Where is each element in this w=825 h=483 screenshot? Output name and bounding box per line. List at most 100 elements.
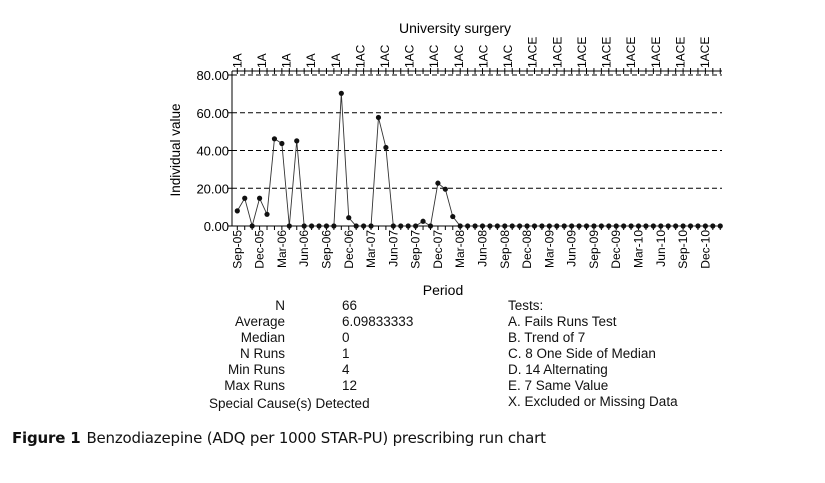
- figure-label: Figure 1: [12, 429, 81, 447]
- data-point: [256, 195, 263, 201]
- stat-value: 1: [342, 346, 350, 361]
- data-point: [487, 223, 493, 229]
- data-point: [494, 223, 500, 229]
- data-point: [323, 223, 330, 229]
- x-tick-label: Sep-06: [319, 230, 333, 269]
- stat-label: N Runs: [239, 346, 285, 361]
- figure-caption-text: Benzodiazepine (ADQ per 1000 STAR-PU) pr…: [86, 429, 546, 447]
- stat-label: N: [275, 298, 285, 313]
- data-point: [309, 223, 315, 229]
- data-point: [405, 223, 411, 229]
- data-point: [264, 211, 270, 217]
- tests-legend: Tests: A. Fails Runs Test B. Trend of 7 C. …: [508, 298, 678, 410]
- top-annotation: 1A: [280, 53, 294, 68]
- x-tick-label: Jun-10: [654, 230, 668, 267]
- top-annotation: 1AC: [427, 44, 441, 68]
- x-tick-label: Mar-07: [364, 230, 378, 268]
- stats-labels: N Average Median N Runs Min Runs Max Runs: [200, 298, 285, 394]
- data-point: [710, 223, 716, 229]
- data-point: [680, 223, 686, 229]
- data-point: [554, 223, 560, 229]
- x-tick-label: Sep-08: [498, 230, 512, 269]
- test-item: C. 8 One Side of Median: [508, 346, 656, 361]
- x-tick-label: Dec-07: [431, 230, 445, 269]
- top-annotation: 1AC: [403, 44, 417, 68]
- data-point: [531, 223, 538, 229]
- data-point: [465, 223, 471, 229]
- stat-label: Average: [234, 314, 285, 329]
- data-point: [502, 223, 508, 229]
- figure-caption: Figure 1 Benzodiazepine (ADQ per 1000 STA…: [12, 429, 546, 447]
- data-point: [539, 223, 545, 229]
- top-annotation: 1ACE: [624, 37, 638, 68]
- stat-value: 4: [342, 362, 350, 377]
- x-tick-label: Jun-06: [297, 230, 311, 267]
- x-tick-label: Mar-09: [542, 230, 556, 268]
- data-point: [301, 223, 307, 229]
- x-axis-label: Period: [423, 282, 463, 298]
- data-point: [361, 223, 367, 229]
- stat-label: Max Runs: [224, 378, 285, 393]
- data-point: [457, 223, 463, 229]
- top-annotation: 1ACE: [575, 37, 589, 68]
- x-tick-label: Sep-09: [587, 230, 601, 269]
- top-annotation: 1ACE: [526, 37, 540, 68]
- data-point: [435, 180, 441, 186]
- x-tick-label: Dec-10: [698, 230, 712, 269]
- y-tick-label: 0.00: [204, 219, 229, 234]
- stat-label: Min Runs: [227, 362, 285, 377]
- data-point: [546, 223, 552, 229]
- stat-value: 66: [342, 298, 358, 313]
- data-point: [353, 223, 359, 229]
- data-point: [583, 223, 590, 229]
- data-point: [695, 223, 701, 229]
- data-point: [643, 223, 649, 229]
- top-annotation: 1A: [304, 53, 318, 68]
- data-point: [621, 223, 627, 229]
- data-point: [569, 223, 575, 229]
- top-annotation: 1ACE: [550, 37, 564, 68]
- top-annotation: 1ACE: [673, 37, 687, 68]
- x-tick-label: Jun-08: [475, 230, 489, 267]
- stats-values: 66 6.09833333 0 1 4 12: [342, 298, 413, 394]
- data-point: [561, 223, 567, 229]
- data-point: [249, 223, 255, 229]
- data-point: [316, 223, 322, 229]
- top-annotation: 1ACE: [649, 37, 663, 68]
- y-axis-label: Individual value: [168, 103, 183, 196]
- top-annotation: 1A: [255, 53, 269, 68]
- test-item: A. Fails Runs Test: [508, 314, 617, 329]
- x-tick-label: Jun-07: [386, 230, 400, 267]
- data-point: [687, 223, 694, 229]
- data-point: [576, 223, 582, 229]
- data-point: [383, 144, 389, 151]
- stat-value: 6.09833333: [342, 314, 414, 329]
- data-point: [398, 223, 404, 229]
- top-annotation: 1AC: [501, 44, 515, 68]
- x-tick-label: Mar-08: [453, 230, 467, 268]
- x-tick-label: Sep-05: [230, 230, 244, 269]
- data-point: [286, 223, 292, 229]
- data-point: [368, 223, 374, 229]
- x-tick-label: Dec-09: [609, 230, 623, 269]
- data-point: [375, 114, 382, 121]
- data-point: [517, 223, 523, 229]
- data-point: [338, 90, 344, 96]
- data-point: [271, 136, 278, 142]
- x-tick-label: Dec-06: [342, 230, 356, 269]
- top-annotation: 1AC: [476, 44, 490, 68]
- data-point: [665, 223, 671, 229]
- data-point: [450, 213, 456, 220]
- top-annotation: 1AC: [452, 44, 466, 68]
- test-item: B. Trend of 7: [508, 330, 586, 345]
- test-item: E. 7 Same Value: [508, 378, 609, 393]
- data-point: [234, 208, 240, 214]
- stat-value: 0: [342, 330, 350, 345]
- data-point: [346, 215, 352, 221]
- data-point: [613, 223, 619, 229]
- x-tick-label: Sep-10: [676, 230, 690, 269]
- data-point: [442, 186, 448, 192]
- special-cause-label: Special Cause(s) Detected: [209, 396, 370, 411]
- data-point: [413, 223, 419, 229]
